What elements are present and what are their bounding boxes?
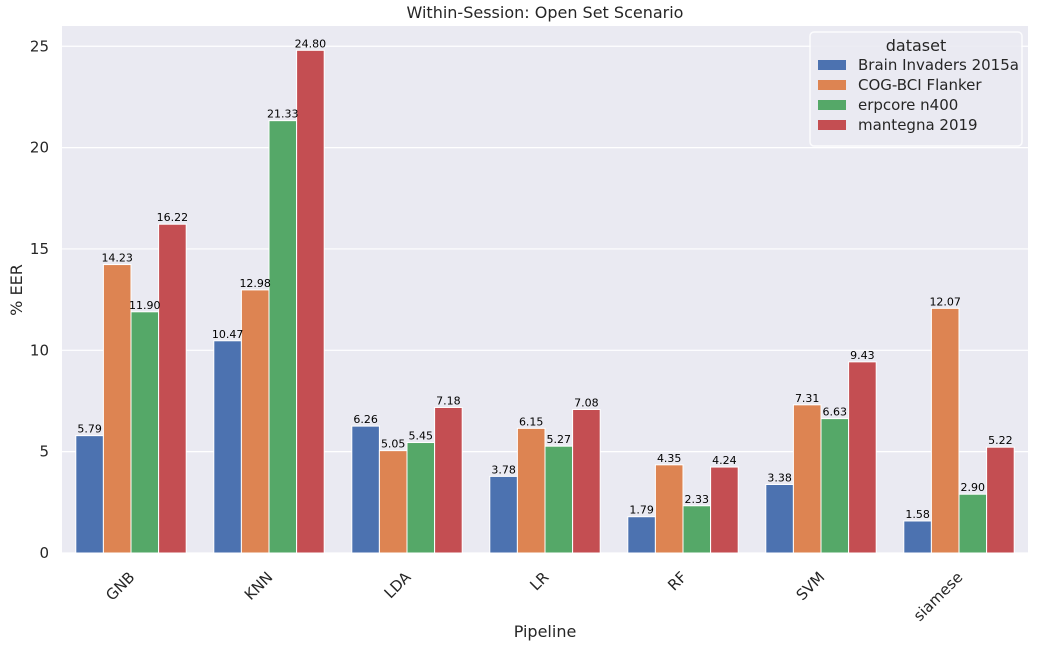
- x-tick-label: LDA: [381, 568, 415, 602]
- y-tick-label: 25: [30, 37, 49, 55]
- bar-value-label: 6.15: [519, 415, 544, 428]
- x-tick-label: LR: [526, 568, 552, 594]
- legend-swatch: [818, 80, 846, 90]
- bar-value-label: 2.33: [685, 493, 710, 506]
- y-tick-label: 10: [30, 341, 49, 359]
- bar-value-label: 11.90: [129, 299, 161, 312]
- legend-items: Brain Invaders 2015a COG-BCI Flanker erpco…: [818, 56, 1019, 134]
- bar-KNN-3: [296, 49, 325, 554]
- legend-box: [809, 31, 1023, 147]
- bar-value-label: 24.80: [295, 37, 327, 50]
- bar-value-label: 1.79: [629, 504, 654, 517]
- bar-RF-0: [627, 516, 656, 554]
- bar-RF-1: [654, 464, 684, 554]
- bar-LDA-1: [378, 450, 408, 554]
- bar-SVM-2: [820, 418, 850, 554]
- bar-RF-2: [682, 505, 712, 554]
- bar-SVM-0: [765, 483, 794, 554]
- bar-LR-3: [572, 408, 601, 554]
- y-tick-label: 20: [30, 139, 49, 157]
- y-tick-label: 5: [39, 443, 49, 461]
- bar-SVM-3: [848, 361, 877, 554]
- x-tick-label: siamese: [910, 568, 967, 625]
- bar-value-label: 12.98: [239, 277, 271, 290]
- bar-value-label: 4.24: [712, 454, 737, 467]
- legend-swatch: [818, 60, 846, 70]
- bar-KNN-1: [240, 289, 270, 554]
- bar-value-label: 6.26: [353, 413, 378, 426]
- y-axis-ticks: 0 5 10 15 20 25: [30, 37, 49, 562]
- x-tick-label: KNN: [241, 568, 277, 604]
- x-tick-label: GNB: [102, 568, 138, 604]
- bar-value-label: 5.79: [77, 423, 102, 436]
- bar-LR-2: [544, 445, 574, 554]
- bar-value-label: 9.43: [850, 349, 875, 362]
- legend-label: Brain Invaders 2015a: [858, 56, 1019, 74]
- bar-GNB-0: [75, 435, 104, 554]
- bar-value-label: 2.90: [961, 481, 986, 494]
- x-axis-ticks: GNB KNN LDA LR RF SVM siamese: [102, 568, 966, 625]
- bar-value-label: 21.33: [267, 108, 299, 121]
- bar-value-label: 3.78: [491, 463, 516, 476]
- x-axis-label: Pipeline: [514, 622, 577, 641]
- bar-value-label: 6.63: [823, 406, 848, 419]
- legend-title: dataset: [886, 36, 947, 55]
- x-tick-label: RF: [664, 568, 690, 594]
- chart-title: Within-Session: Open Set Scenario: [407, 3, 684, 22]
- y-tick-label: 15: [30, 240, 49, 258]
- bar-value-label: 5.05: [381, 438, 406, 451]
- bar-value-label: 16.22: [157, 211, 189, 224]
- bar-value-label: 7.18: [436, 394, 461, 407]
- y-tick-label: 0: [39, 544, 49, 562]
- legend: dataset Brain Invaders 2015a COG-BCI Flan…: [809, 31, 1023, 147]
- bar-LDA-3: [434, 406, 463, 554]
- legend-swatch: [818, 120, 846, 130]
- bar-siamese-0: [903, 520, 932, 554]
- bar-value-label: 5.27: [547, 433, 572, 446]
- legend-label: erpcore n400: [858, 96, 958, 114]
- bar-value-label: 4.35: [657, 452, 682, 465]
- bar-SVM-1: [792, 404, 822, 554]
- bar-RF-3: [710, 466, 739, 554]
- y-axis-label: % EER: [7, 264, 26, 316]
- bar-LR-0: [489, 475, 518, 554]
- bar-value-label: 7.08: [574, 396, 599, 409]
- bar-value-label: 7.31: [795, 392, 820, 405]
- bar-value-label: 12.07: [929, 295, 961, 308]
- bar-value-labels: 5.79 14.23 11.90 16.22 10.47 12.98 21.33 24.80 6…: [77, 37, 1012, 521]
- bar-GNB-2: [130, 311, 160, 554]
- bar-LDA-0: [351, 425, 380, 554]
- bar-KNN-0: [213, 340, 242, 554]
- bar-siamese-3: [986, 446, 1015, 554]
- bar-siamese-1: [930, 307, 960, 554]
- bar-value-label: 14.23: [101, 252, 133, 265]
- legend-label: COG-BCI Flanker: [858, 76, 982, 94]
- bar-GNB-3: [158, 223, 187, 554]
- bars: [75, 49, 1015, 554]
- bar-value-label: 1.58: [905, 508, 930, 521]
- bar-LR-1: [516, 427, 546, 554]
- bar-siamese-2: [958, 493, 988, 554]
- bar-value-label: 3.38: [767, 471, 792, 484]
- legend-swatch: [818, 100, 846, 110]
- bar-GNB-1: [102, 264, 132, 554]
- bar-KNN-2: [268, 120, 298, 554]
- bar-value-label: 5.22: [988, 434, 1013, 447]
- bar-value-label: 5.45: [409, 430, 434, 443]
- x-tick-label: SVM: [793, 568, 829, 604]
- bar-LDA-2: [406, 442, 436, 554]
- legend-label: mantegna 2019: [858, 116, 978, 134]
- bar-value-label: 10.47: [212, 328, 244, 341]
